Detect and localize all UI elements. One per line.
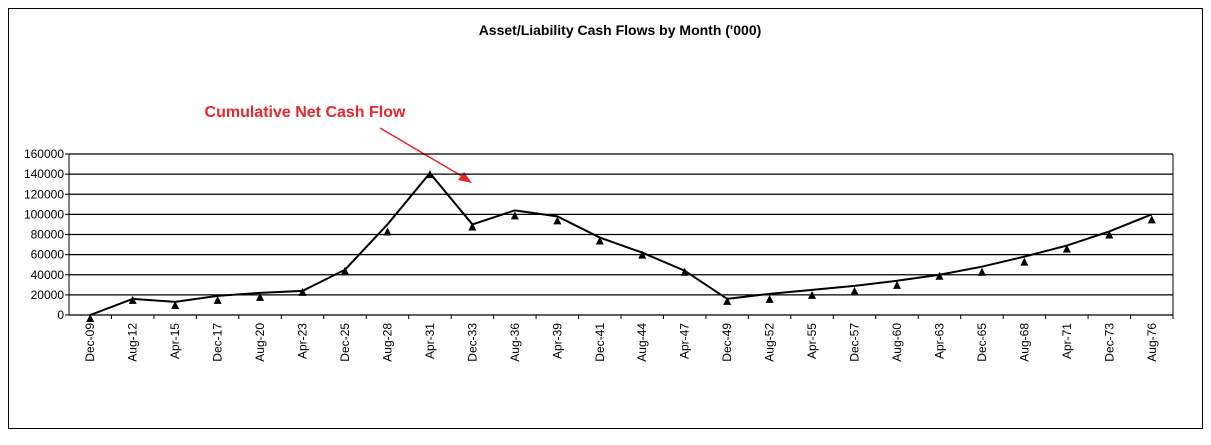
annotation-arrowhead xyxy=(458,172,472,183)
marker xyxy=(553,216,562,225)
x-tick-label: Aug-52 xyxy=(763,323,777,362)
marker xyxy=(808,290,817,299)
marker xyxy=(425,170,434,179)
x-tick-label: Apr-55 xyxy=(805,323,819,359)
marker xyxy=(595,236,604,245)
x-tick-label: Apr-23 xyxy=(296,323,310,359)
y-tick-label: 80000 xyxy=(31,228,65,242)
marker xyxy=(680,267,689,276)
line xyxy=(89,171,1153,316)
x-tick-label: Dec-73 xyxy=(1102,323,1116,362)
marker xyxy=(893,280,901,289)
x-tick-label: Apr-15 xyxy=(168,323,182,359)
marker xyxy=(1105,230,1114,239)
y-tick-label: 60000 xyxy=(31,248,65,262)
x-tick-label: Aug-68 xyxy=(1017,323,1031,362)
x-tick-label: Dec-49 xyxy=(720,323,734,362)
x-tick-label: Apr-39 xyxy=(550,323,564,359)
y-tick-label: 0 xyxy=(57,308,64,322)
marker xyxy=(1062,244,1071,253)
y-tick-label: 100000 xyxy=(24,207,64,221)
y-tick-label: 140000 xyxy=(24,167,64,181)
marker xyxy=(128,295,137,304)
x-tick-label: Apr-31 xyxy=(423,323,437,359)
marker xyxy=(977,267,986,276)
chart-title: Asset/Liability Cash Flows by Month ('00… xyxy=(479,22,762,38)
x-tick-label: Dec-65 xyxy=(975,323,989,362)
marker xyxy=(765,294,774,303)
y-tick-label: 160000 xyxy=(24,147,64,161)
x-tick-label: Aug-20 xyxy=(253,323,267,362)
marker xyxy=(86,314,95,323)
marker xyxy=(1147,215,1156,224)
x-tick-label: Dec-33 xyxy=(465,323,479,362)
marker xyxy=(298,287,307,296)
chart-frame xyxy=(8,8,1203,429)
marker xyxy=(638,250,647,259)
x-tick-label: Aug-28 xyxy=(380,323,394,362)
annotation-arrow xyxy=(379,127,466,179)
marker xyxy=(510,211,519,220)
x-tick-label: Dec-41 xyxy=(593,323,607,362)
marker xyxy=(341,266,349,275)
marker xyxy=(171,300,180,309)
x-tick-label: Aug-76 xyxy=(1145,323,1159,362)
marker xyxy=(383,227,392,236)
x-tick-label: Aug-36 xyxy=(508,323,522,362)
y-tick-label: 120000 xyxy=(24,187,64,201)
y-tick-label: 20000 xyxy=(31,288,65,302)
x-tick-label: Apr-47 xyxy=(678,323,692,359)
x-tick-label: Apr-63 xyxy=(932,323,946,359)
marker xyxy=(1020,257,1029,266)
marker xyxy=(723,296,732,305)
y-tick-label: 40000 xyxy=(31,268,65,282)
x-tick-label: Dec-09 xyxy=(83,323,97,362)
marker xyxy=(935,271,944,280)
annotation: Cumulative Net Cash Flow xyxy=(205,104,406,121)
x-tick-label: Dec-17 xyxy=(211,323,225,362)
x-tick-label: Dec-57 xyxy=(848,323,862,362)
marker xyxy=(468,222,477,231)
marker xyxy=(256,292,265,301)
x-tick-label: Dec-25 xyxy=(338,323,352,362)
x-tick-label: Apr-71 xyxy=(1060,323,1074,359)
x-tick-label: Aug-44 xyxy=(635,323,649,362)
x-tick-label: Aug-12 xyxy=(126,323,140,362)
marker xyxy=(850,286,859,295)
marker xyxy=(213,295,222,304)
x-tick-label: Aug-60 xyxy=(890,323,904,362)
